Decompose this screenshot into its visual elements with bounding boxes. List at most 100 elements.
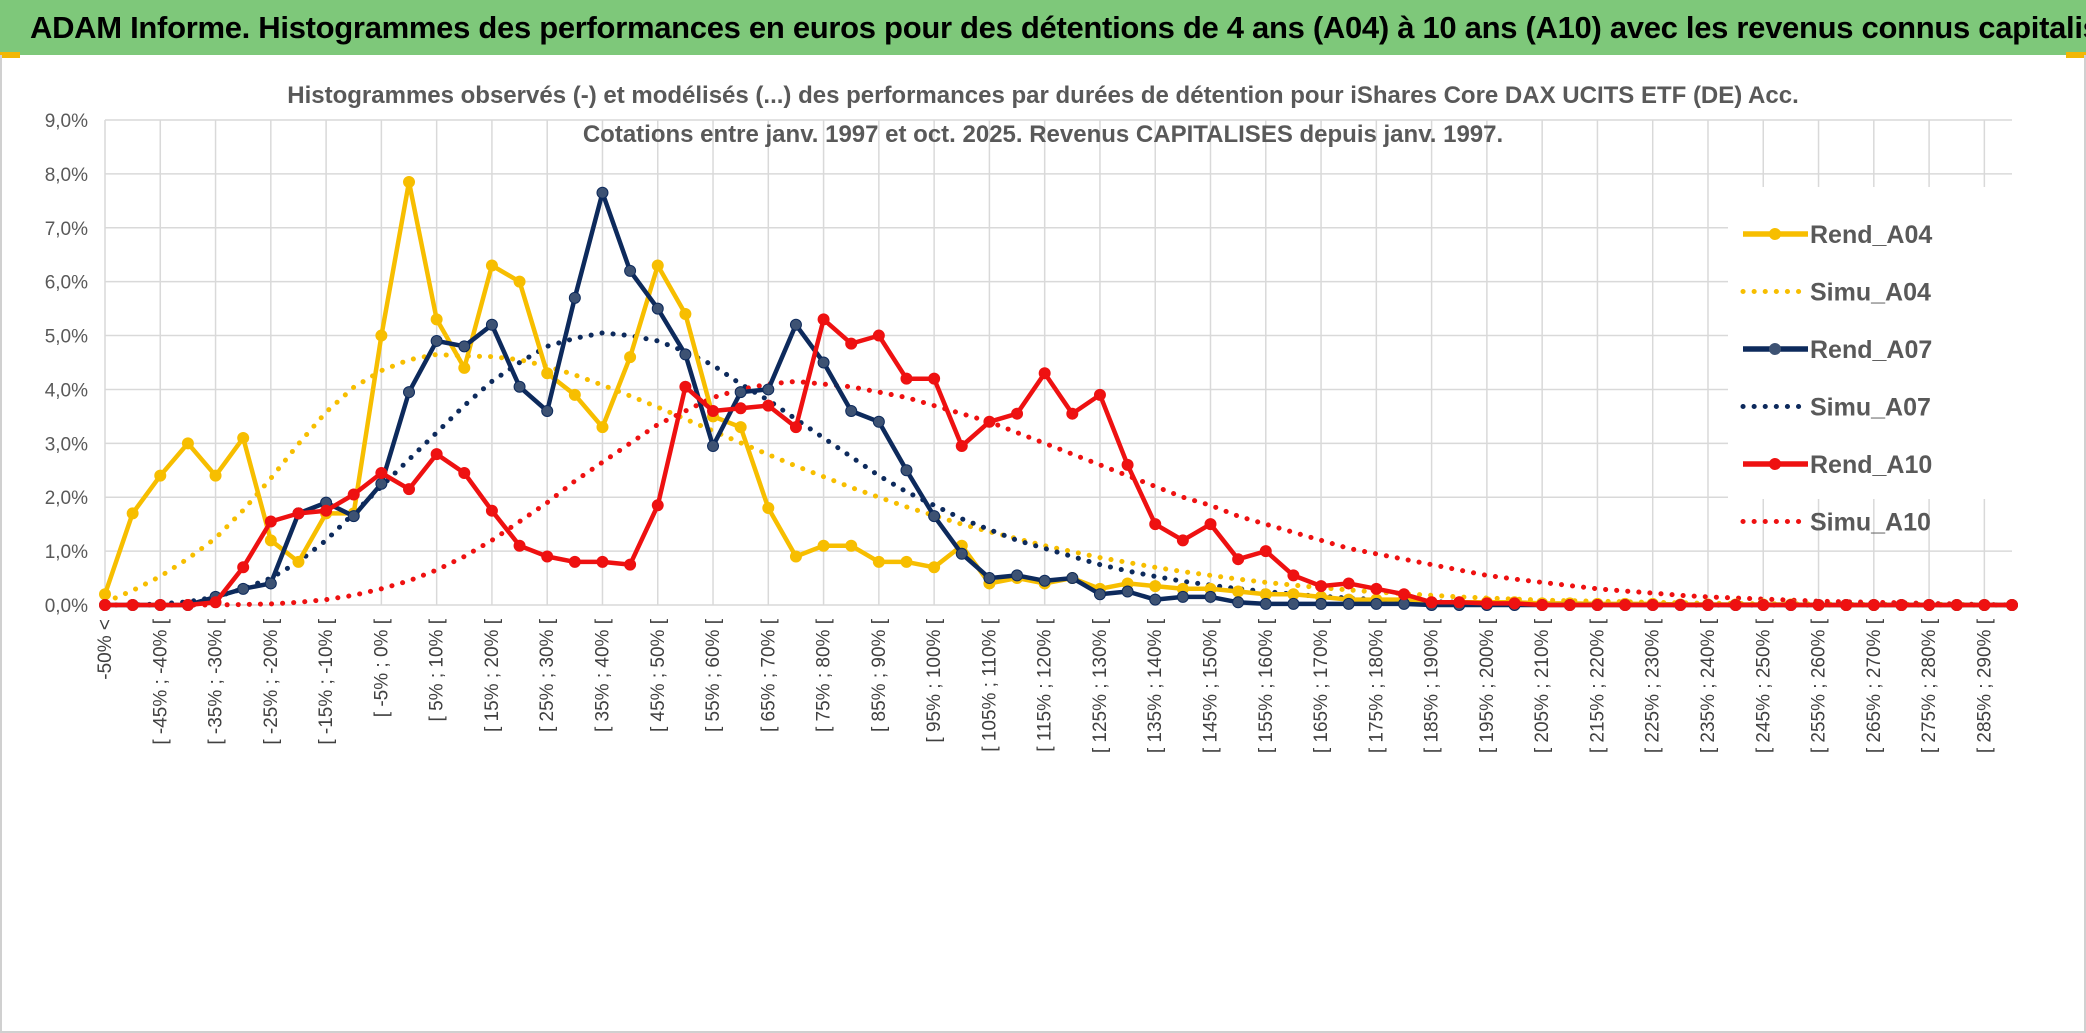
data-point-rend-a07 [1370,597,1383,610]
data-point-rend-a10 [1674,599,1687,611]
data-point-rend-a07 [1066,572,1079,585]
legend-label: Rend_A04 [1810,221,1932,249]
data-point-rend-a07 [347,510,360,523]
series-line-simu-a07 [102,330,2015,608]
x-tick-label: -50% < [95,619,116,680]
data-point-rend-a10 [292,507,305,520]
data-point-rend-a04 [154,469,167,482]
x-tick-label: [ 105% ; 110% [ [979,618,1000,751]
data-point-rend-a10 [707,405,720,417]
legend: Rend_A04 Simu_A04 Rend_A07 Simu_A07 Rend_A10… [1728,187,2028,537]
data-point-rend-a07 [1011,569,1024,582]
data-point-rend-a04 [513,275,526,288]
data-point-rend-a10 [181,599,194,611]
x-tick-label: [ 85% ; 90% [ [869,618,890,732]
data-point-rend-a07 [430,334,443,347]
data-point-rend-a10 [1895,599,1908,611]
data-point-rend-a04 [264,534,277,547]
data-point-rend-a07 [1204,590,1217,603]
data-point-rend-a04 [485,259,498,272]
x-tick-label: [ 285% ; 290% [ [1974,618,1995,753]
data-point-rend-a10 [1397,588,1410,601]
y-tick-label: 1,0% [45,542,88,563]
data-point-rend-a10 [900,372,913,385]
x-tick-label: [ 125% ; 130% [ [1090,618,1111,753]
data-point-rend-a10 [154,599,167,611]
data-point-rend-a10 [1066,407,1079,420]
data-point-rend-a10 [1370,582,1383,595]
x-tick-label: [ 115% ; 120% [ [1035,618,1056,751]
performance-histogram-chart: 0,0% 1,0% 2,0% 3,0% 4,0% 5,0% 6,0% 7,0% 8,0% 9,0%… [45,82,2028,753]
data-point-rend-a04 [872,555,885,568]
data-point-rend-a10 [1563,599,1576,611]
x-tick-label: [ 255% ; 260% [ [1809,618,1830,753]
data-point-rend-a04 [596,421,609,434]
x-tick-label: [ -45% ; -40% [ [150,618,171,744]
data-point-rend-a07 [1176,590,1189,603]
data-point-rend-a10 [928,372,941,385]
x-tick-label: [ 35% ; 40% [ [592,618,613,732]
legend-label: Simu_A10 [1810,509,1931,537]
data-point-rend-a07 [983,572,996,585]
series-line-rend-a10 [102,317,2015,608]
data-point-rend-a04 [900,555,913,568]
corner-mark-right [2066,52,2086,58]
data-point-rend-a07 [485,318,498,331]
x-tick-label: [ 265% ; 270% [ [1864,618,1885,753]
x-tick-label: [ -25% ; -20% [ [261,618,282,744]
data-point-rend-a07 [845,405,858,417]
data-point-rend-a10 [1619,599,1632,611]
data-point-rend-a07 [900,464,913,477]
y-tick-label: 9,0% [45,111,88,132]
data-point-rend-a10 [375,466,388,479]
data-point-rend-a10 [1701,599,1714,611]
series-lines [99,175,2018,611]
data-point-rend-a10 [1315,580,1328,593]
data-point-rend-a07 [1149,593,1162,606]
data-point-rend-a04 [126,507,139,520]
data-point-rend-a10 [1646,599,1659,611]
data-point-rend-a10 [126,599,139,611]
x-tick-label: [ 135% ; 140% [ [1145,618,1166,753]
data-point-rend-a10 [762,399,775,412]
data-point-rend-a04 [375,329,388,342]
x-tick-label: [ 95% ; 100% [ [924,618,945,742]
legend-label: Simu_A04 [1810,279,1931,307]
x-tick-label: [ 45% ; 50% [ [648,618,669,732]
data-point-rend-a07 [264,577,277,590]
x-axis-ticks: -50% < [ -45% ; -40% [[ -35% ; -30% [[ -2… [95,618,1995,753]
x-tick-label: [ 245% ; 250% [ [1753,618,1774,753]
data-point-rend-a10 [1978,599,1991,611]
data-point-rend-a07 [568,291,581,304]
data-point-rend-a10 [264,515,277,528]
data-point-rend-a10 [1480,597,1493,610]
data-point-rend-a10 [99,599,111,611]
data-point-rend-a04 [430,313,443,326]
data-point-rend-a10 [1950,599,1963,611]
data-point-rend-a10 [1508,597,1521,610]
x-tick-label: [ 275% ; 280% [ [1919,618,1940,753]
legend-marker [1769,228,1781,240]
data-point-rend-a10 [983,415,996,428]
data-point-rend-a10 [1923,599,1936,611]
data-point-rend-a10 [845,337,858,350]
y-tick-label: 6,0% [45,273,88,294]
x-tick-label: [ 205% ; 210% [ [1532,618,1553,753]
x-tick-label: [ 75% ; 80% [ [814,618,835,732]
x-tick-label: [ 25% ; 30% [ [537,618,558,732]
y-tick-label: 3,0% [45,434,88,455]
data-point-rend-a10 [1812,599,1825,611]
data-point-rend-a10 [817,313,830,326]
data-point-rend-a10 [541,550,554,563]
data-point-rend-a10 [1729,599,1742,611]
y-tick-label: 5,0% [45,327,88,348]
data-point-rend-a04 [762,502,775,514]
data-point-rend-a10 [209,596,222,609]
data-point-rend-a07 [541,405,554,417]
gridlines [104,119,2012,606]
x-tick-label: [ 235% ; 240% [ [1698,618,1719,753]
data-point-rend-a07 [651,302,664,315]
data-point-rend-a10 [1784,599,1797,611]
data-point-rend-a07 [1315,597,1328,610]
data-point-rend-a04 [458,361,471,374]
